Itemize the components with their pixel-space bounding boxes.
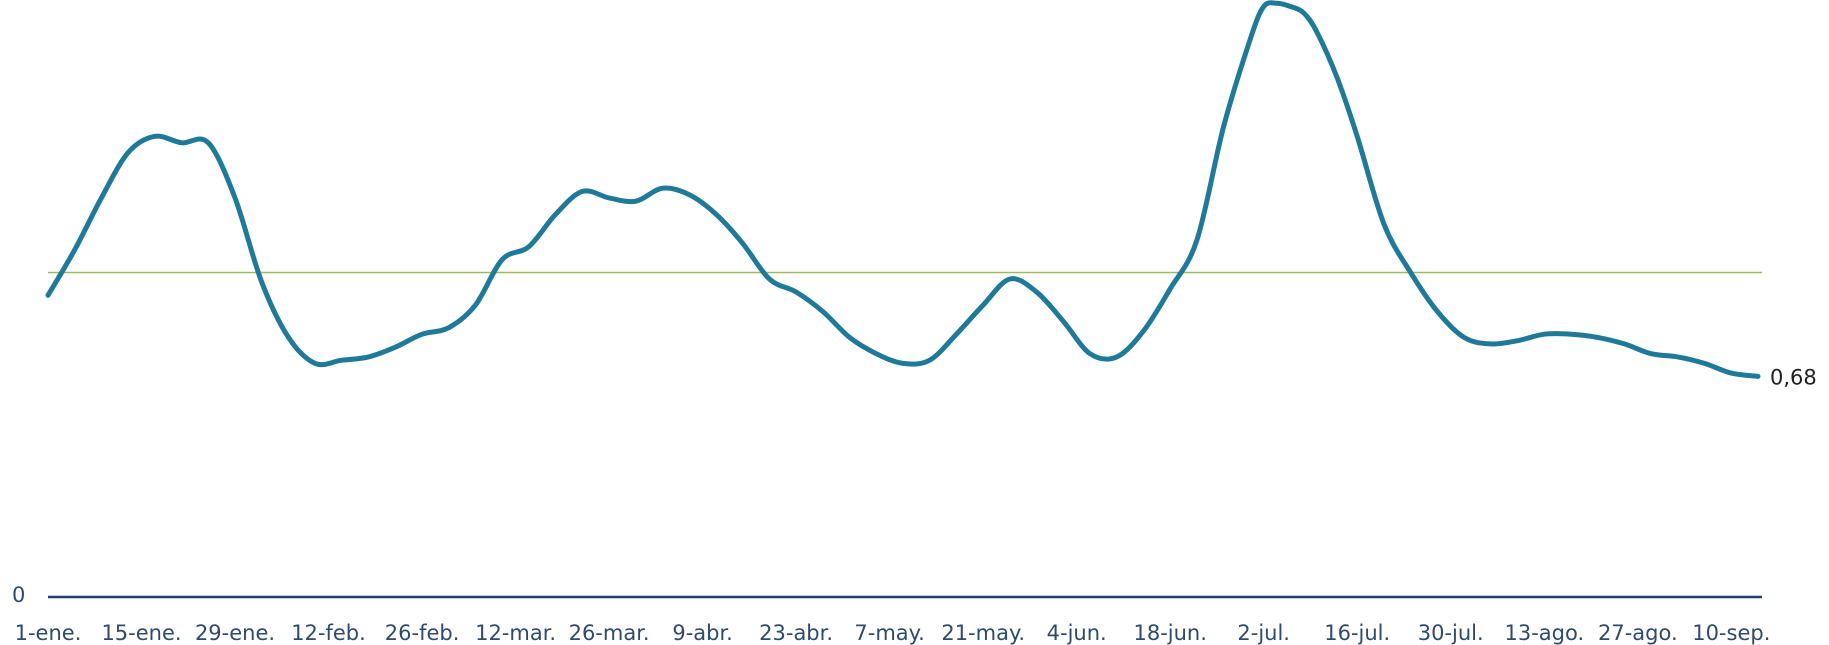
x-tick-label: 23-abr. — [759, 621, 833, 645]
x-tick-label: 4-jun. — [1047, 621, 1107, 645]
x-tick-label: 30-jul. — [1418, 621, 1484, 645]
series-line — [45, 0, 1761, 379]
x-tick-label: 9-abr. — [672, 621, 733, 645]
x-tick-label: 16-jul. — [1324, 621, 1390, 645]
x-tick-label: 26-feb. — [385, 621, 460, 645]
x-tick-label: 7-may. — [854, 621, 924, 645]
x-tick-label: 15-ene. — [101, 621, 181, 645]
x-tick-label: 21-may. — [941, 621, 1025, 645]
x-tick-label: 12-feb. — [291, 621, 366, 645]
x-tick-label: 27-ago. — [1598, 621, 1678, 645]
x-tick-label: 18-jun. — [1133, 621, 1206, 645]
x-tick-label: 1-ene. — [15, 621, 82, 645]
x-tick-label: 29-ene. — [195, 621, 275, 645]
end-value-label: 0,68 — [1770, 365, 1817, 389]
x-tick-labels: 1-ene. 15-ene. 29-ene. 12-feb. 26-feb. 12-mar… — [15, 621, 1771, 645]
x-tick-label: 10-sep. — [1692, 621, 1770, 645]
x-tick-label: 13-ago. — [1504, 621, 1584, 645]
x-tick-label: 26-mar. — [569, 621, 650, 645]
x-tick-label: 12-mar. — [475, 621, 556, 645]
y-tick-label-0: 0 — [12, 583, 25, 607]
x-tick-label: 2-jul. — [1237, 621, 1290, 645]
